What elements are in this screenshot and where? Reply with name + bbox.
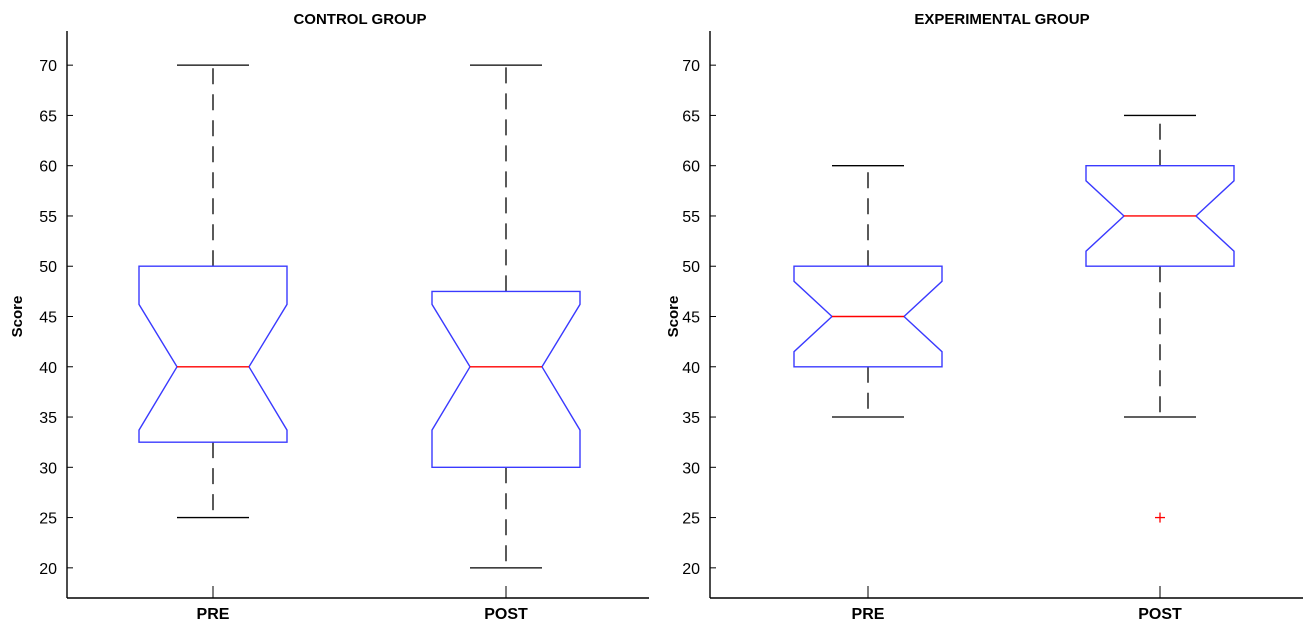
x-tick-label: PRE [852,606,885,623]
chart-panel-experimental: EXPERIMENTAL GROUP Score 20 25 30 35 40 45 50 55 6… [665,11,1303,623]
box-pre: PRE [794,166,942,623]
y-tick-label: 70 [682,58,700,75]
x-tick-label: POST [484,606,528,623]
x-tick-label: PRE [197,606,230,623]
y-tick-label: 40 [682,360,700,377]
y-tick-label: 30 [682,460,700,477]
y-axis-label: Score [9,296,26,338]
x-tick-label: POST [1138,606,1182,623]
y-tick-label: 25 [682,511,700,528]
y-tick-label: 70 [39,58,57,75]
notched-box [432,291,580,467]
y-tick-label: 25 [39,511,57,528]
chart-title: EXPERIMENTAL GROUP [914,11,1089,28]
notched-box [139,266,287,442]
chart-title: CONTROL GROUP [293,11,426,28]
y-tick-label: 20 [39,561,57,578]
y-tick-label: 55 [39,209,57,226]
box-post: POST [1086,115,1234,623]
y-axis-label: Score [665,296,682,338]
y-tick-label: 60 [39,159,57,176]
y-tick-label: 20 [682,561,700,578]
y-tick-label: 30 [39,460,57,477]
y-tick-label: 35 [39,410,57,427]
box-post: POST [432,65,580,623]
y-tick-label: 35 [682,410,700,427]
y-tick-label: 50 [682,259,700,276]
y-tick-label: 55 [682,209,700,226]
y-tick-label: 60 [682,159,700,176]
y-tick-label: 40 [39,360,57,377]
y-tick-label: 50 [39,259,57,276]
chart-panel-control: CONTROL GROUP Score 20 25 30 35 40 45 50 55 60 65 70… [9,11,649,623]
y-tick-label: 65 [682,108,700,125]
box-pre: PRE [139,65,287,623]
y-tick-label: 65 [39,108,57,125]
y-tick-label: 45 [682,310,700,327]
outlier-marker [1155,513,1165,523]
y-tick-label: 45 [39,310,57,327]
